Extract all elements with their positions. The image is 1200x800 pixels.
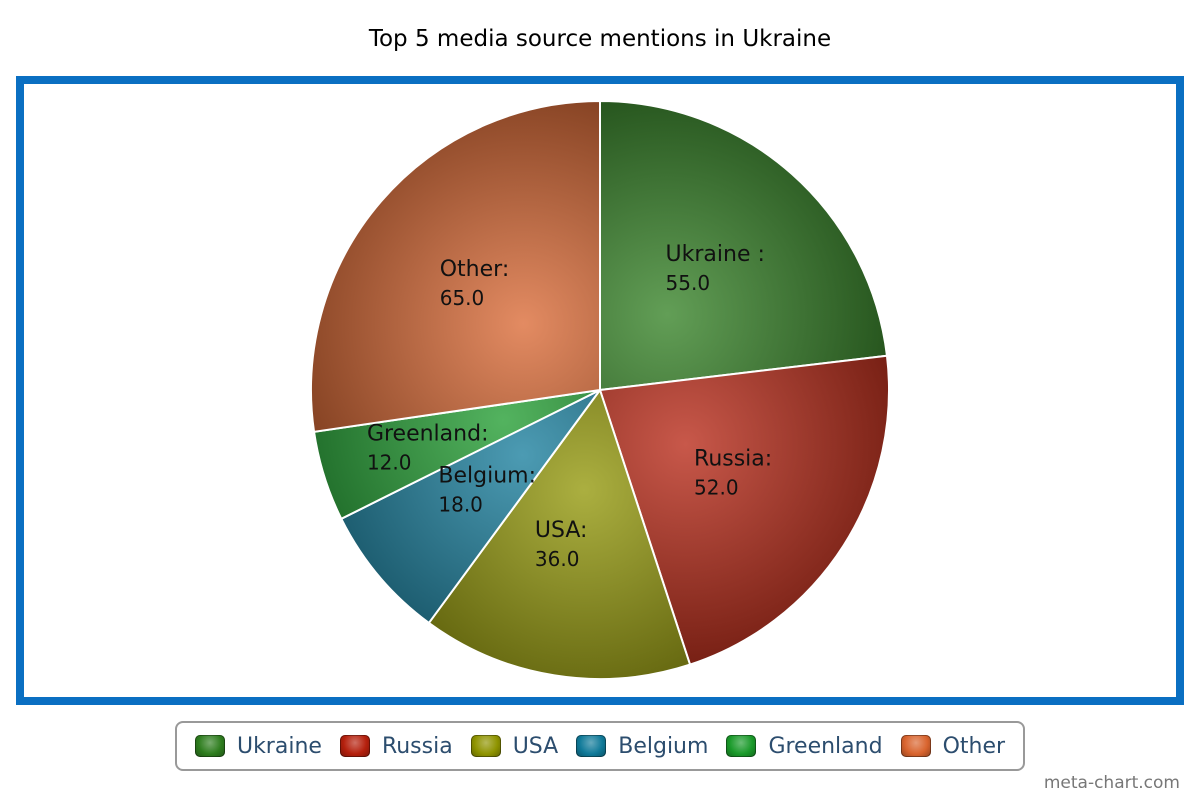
legend-item-ukraine[interactable]: Ukraine (194, 733, 322, 759)
legend-label: Other (942, 733, 1006, 759)
slice-label: USA: (535, 518, 588, 543)
slice-label: Belgium: (438, 463, 536, 488)
legend-label: Russia (381, 733, 453, 759)
slice-value-label: 55.0 (666, 271, 711, 295)
pie-slice-usa[interactable] (427, 387, 692, 680)
chart-frame: Ukraine : 55.0 Russia: 52.0 USA: 36.0 Belgium:… (16, 76, 1184, 705)
credit-link[interactable]: meta-chart.com (1043, 773, 1180, 793)
slice-label: Other: (440, 257, 510, 282)
slice-label: Ukraine : (666, 242, 765, 267)
legend-item-usa[interactable]: USA (470, 733, 559, 759)
slice-value-label: 52.0 (694, 475, 739, 499)
legend-swatch (726, 735, 757, 757)
legend-swatch (900, 735, 931, 757)
legend-label: USA (512, 733, 559, 759)
legend-item-russia[interactable]: Russia (339, 733, 453, 759)
pie-slice-belgium[interactable] (339, 389, 601, 625)
legend-swatch (194, 735, 225, 757)
chart-title: Top 5 media source mentions in Ukraine (368, 26, 832, 52)
slice-value-label: 12.0 (367, 450, 412, 474)
legend-item-other[interactable]: Other (900, 733, 1006, 759)
legend-swatch (339, 735, 370, 757)
pie-slice-ukraine[interactable] (599, 99, 889, 392)
pie-chart: Ukraine : 55.0 Russia: 52.0 USA: 36.0 Belgium:… (310, 99, 890, 680)
slice-value-label: 18.0 (438, 492, 483, 516)
chart-legend: Ukraine Russia USA Belgium Greenland Oth… (175, 721, 1025, 771)
pie-slice-other[interactable] (310, 99, 601, 433)
legend-item-belgium[interactable]: Belgium (576, 734, 708, 759)
legend-label: Ukraine (236, 733, 322, 759)
legend-label: Belgium (618, 733, 709, 759)
legend-swatch (576, 735, 607, 757)
slice-label: Greenland: (367, 421, 489, 446)
slice-value-label: 36.0 (535, 547, 580, 571)
pie-slice-russia[interactable] (598, 354, 890, 666)
slice-value-label: 65.0 (440, 286, 485, 310)
legend-item-greenland[interactable]: Greenland (726, 733, 883, 759)
legend-label: Greenland (768, 733, 883, 759)
legend-swatch (470, 735, 501, 757)
slice-label: Russia: (694, 446, 772, 471)
